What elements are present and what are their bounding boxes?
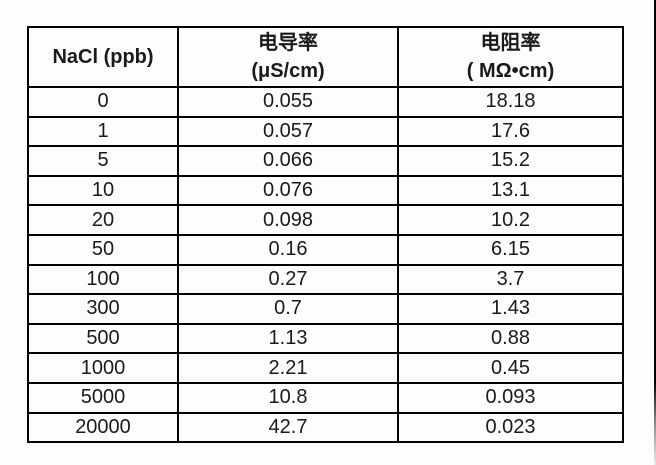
column-header-nacl: NaCl (ppb) — [27, 26, 179, 88]
table-cell: 10 — [27, 174, 179, 207]
table-cell: 1.13 — [177, 322, 399, 355]
table-row: 500 1.13 0.88 — [27, 322, 624, 355]
nacl-conductivity-table: NaCl (ppb) 电导率 (μS/cm) 电阻率 ( MΩ•cm) 0 0.0… — [27, 26, 624, 444]
table-cell: 0.16 — [177, 233, 399, 266]
table-cell: 5000 — [27, 381, 179, 414]
table-body: 0 0.055 18.18 1 0.057 17.6 5 0.066 15.2 10 0.076 13… — [27, 86, 624, 444]
table-cell: 0.055 — [177, 86, 399, 118]
table-cell: 0.057 — [177, 115, 399, 148]
table-row: 20000 42.7 0.023 — [27, 411, 624, 444]
table-cell: 0.023 — [397, 411, 624, 444]
table-cell: 1.43 — [397, 293, 624, 325]
table-cell: 15.2 — [397, 145, 624, 177]
column-header-nacl-label: NaCl (ppb) — [52, 46, 154, 68]
table-cell: 2.21 — [177, 352, 399, 384]
table-cell: 3.7 — [397, 263, 624, 296]
table-cell: 20000 — [27, 411, 179, 444]
table-row: 0 0.055 18.18 — [27, 86, 624, 118]
table-row: 50 0.16 6.15 — [27, 233, 624, 266]
table-cell: 0.27 — [177, 263, 399, 296]
table-row: 300 0.7 1.43 — [27, 293, 624, 325]
table-cell: 17.6 — [397, 115, 624, 148]
table-row: 10 0.076 13.1 — [27, 174, 624, 207]
table-cell: 5 — [27, 145, 179, 177]
table-cell: 0.88 — [397, 322, 624, 355]
table-row: 1000 2.21 0.45 — [27, 352, 624, 384]
table-cell: 0.7 — [177, 293, 399, 325]
table-cell: 0.45 — [397, 352, 624, 384]
image-right-edge-line — [654, 0, 656, 465]
table-row: 100 0.27 3.7 — [27, 263, 624, 296]
table-row: 5 0.066 15.2 — [27, 145, 624, 177]
table-cell: 0.076 — [177, 174, 399, 207]
table-cell: 1000 — [27, 352, 179, 384]
table-row: 1 0.057 17.6 — [27, 115, 624, 148]
column-header-conductivity: 电导率 (μS/cm) — [177, 26, 399, 88]
column-header-conductivity-unit: (μS/cm) — [251, 60, 325, 82]
table-cell: 0 — [27, 86, 179, 118]
table-cell: 0.066 — [177, 145, 399, 177]
column-header-resistivity-unit: ( MΩ•cm) — [466, 60, 555, 82]
table-row: 20 0.098 10.2 — [27, 204, 624, 236]
table-cell: 18.18 — [397, 86, 624, 118]
table-cell: 10.2 — [397, 204, 624, 236]
table-header-row: NaCl (ppb) 电导率 (μS/cm) 电阻率 ( MΩ•cm) — [27, 26, 624, 88]
column-header-conductivity-label: 电导率 — [258, 32, 318, 54]
column-header-resistivity-label: 电阻率 — [480, 32, 541, 54]
table-cell: 42.7 — [177, 411, 399, 444]
table-cell: 50 — [27, 233, 179, 266]
nacl-conductivity-table-container: NaCl (ppb) 电导率 (μS/cm) 电阻率 ( MΩ•cm) 0 0.0… — [27, 26, 624, 444]
column-header-resistivity: 电阻率 ( MΩ•cm) — [397, 26, 624, 88]
table-cell: 13.1 — [397, 174, 624, 207]
table-row: 5000 10.8 0.093 — [27, 381, 624, 414]
table-cell: 1 — [27, 115, 179, 148]
table-cell: 6.15 — [397, 233, 624, 266]
table-cell: 300 — [27, 293, 179, 325]
table-cell: 0.093 — [397, 381, 624, 414]
table-cell: 500 — [27, 322, 179, 355]
table-cell: 10.8 — [177, 381, 399, 414]
table-cell: 100 — [27, 263, 179, 296]
table-cell: 20 — [27, 204, 179, 236]
table-cell: 0.098 — [177, 204, 399, 236]
